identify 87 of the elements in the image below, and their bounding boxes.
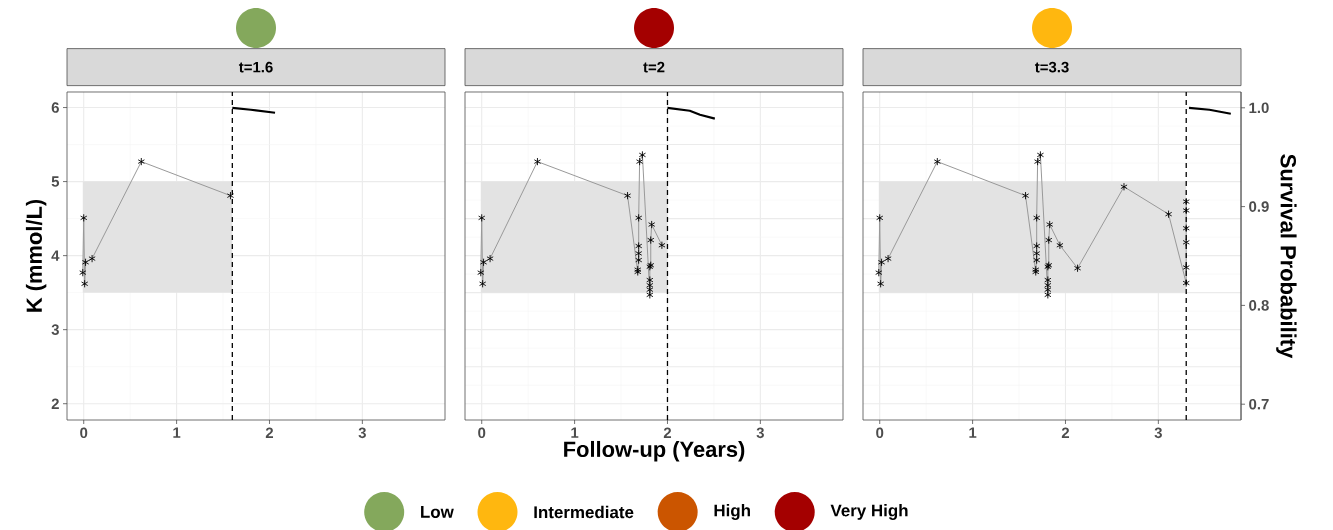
point — [480, 258, 488, 267]
x-tick-label: 3 — [756, 427, 764, 439]
category-label: Low — [421, 506, 454, 518]
point — [477, 268, 485, 277]
x-tick-label: 0 — [876, 427, 884, 439]
point — [623, 191, 632, 200]
point — [1033, 256, 1041, 265]
point — [1033, 213, 1041, 222]
point — [486, 254, 494, 263]
point — [635, 213, 643, 222]
y2-tick-label: 1.0 — [1249, 102, 1269, 114]
chart-title: t=3.3 — [1034, 61, 1069, 73]
point — [226, 191, 235, 200]
point — [1182, 263, 1190, 272]
y-tick-label: 3 — [51, 324, 59, 335]
y-tick-label: 2 — [51, 398, 59, 409]
x-tick-label: 2 — [663, 427, 672, 438]
point — [1044, 276, 1052, 285]
point — [1182, 197, 1190, 206]
y2-axis-title: Survival Probability — [1276, 154, 1297, 359]
point — [875, 268, 883, 277]
point — [88, 254, 96, 263]
x-tick-label: 0 — [478, 427, 486, 439]
chart-title: t=2 — [643, 61, 665, 73]
point — [1182, 224, 1190, 233]
point — [1045, 236, 1053, 245]
point — [646, 276, 654, 285]
point — [1182, 238, 1190, 247]
point — [79, 268, 87, 277]
x-tick-label: 2 — [265, 427, 274, 438]
y2-tick-label: 0.7 — [1249, 398, 1269, 410]
x-tick-label: 3 — [358, 427, 366, 439]
point — [479, 279, 487, 288]
point — [1036, 150, 1044, 159]
point — [635, 256, 643, 265]
point — [1044, 281, 1052, 290]
point — [646, 285, 654, 294]
x-tick-label: 1 — [969, 427, 977, 438]
point — [1044, 290, 1052, 299]
x-tick-label: 3 — [1154, 427, 1162, 439]
point — [80, 213, 88, 222]
point — [658, 241, 666, 250]
point — [635, 241, 643, 251]
point — [646, 281, 654, 290]
point — [647, 236, 655, 245]
point — [1182, 278, 1190, 288]
x-tick-label: 1 — [571, 427, 579, 438]
point — [1056, 241, 1064, 250]
point — [877, 279, 885, 288]
point — [1165, 210, 1173, 219]
point — [1182, 206, 1190, 215]
x-tick-label: 0 — [80, 427, 88, 439]
point — [878, 258, 886, 267]
point — [648, 220, 656, 229]
y2-tick-label: 0.9 — [1249, 201, 1269, 212]
point — [636, 157, 644, 166]
point — [1033, 249, 1041, 258]
point — [1073, 264, 1082, 273]
category-label: Intermediate — [534, 505, 634, 519]
x-axis-title: Follow-up (Years) — [564, 440, 745, 462]
point — [81, 279, 89, 288]
point — [1044, 285, 1052, 294]
point — [137, 157, 145, 166]
point — [1021, 191, 1030, 200]
point — [1034, 157, 1042, 166]
x-tick-label: 1 — [173, 427, 181, 438]
y-tick-label: 5 — [51, 176, 60, 187]
point — [533, 157, 542, 166]
point — [646, 290, 654, 299]
point — [1046, 220, 1054, 229]
point — [638, 150, 646, 159]
point — [635, 249, 643, 258]
point — [933, 157, 941, 166]
chart-title: t=1.6 — [238, 61, 273, 73]
y-tick-label: 4 — [51, 250, 60, 261]
point — [1033, 241, 1041, 251]
point — [884, 254, 892, 263]
point — [876, 213, 884, 222]
point — [1120, 182, 1128, 191]
point — [82, 258, 90, 267]
y-tick-label: 6 — [51, 102, 59, 113]
category-label: High — [714, 504, 750, 520]
y-axis-title: K (mmol/L) — [25, 199, 47, 312]
x-tick-label: 2 — [1061, 427, 1070, 438]
category-label: Very High — [830, 504, 908, 520]
point — [478, 213, 486, 222]
y2-tick-label: 0.8 — [1249, 300, 1269, 311]
